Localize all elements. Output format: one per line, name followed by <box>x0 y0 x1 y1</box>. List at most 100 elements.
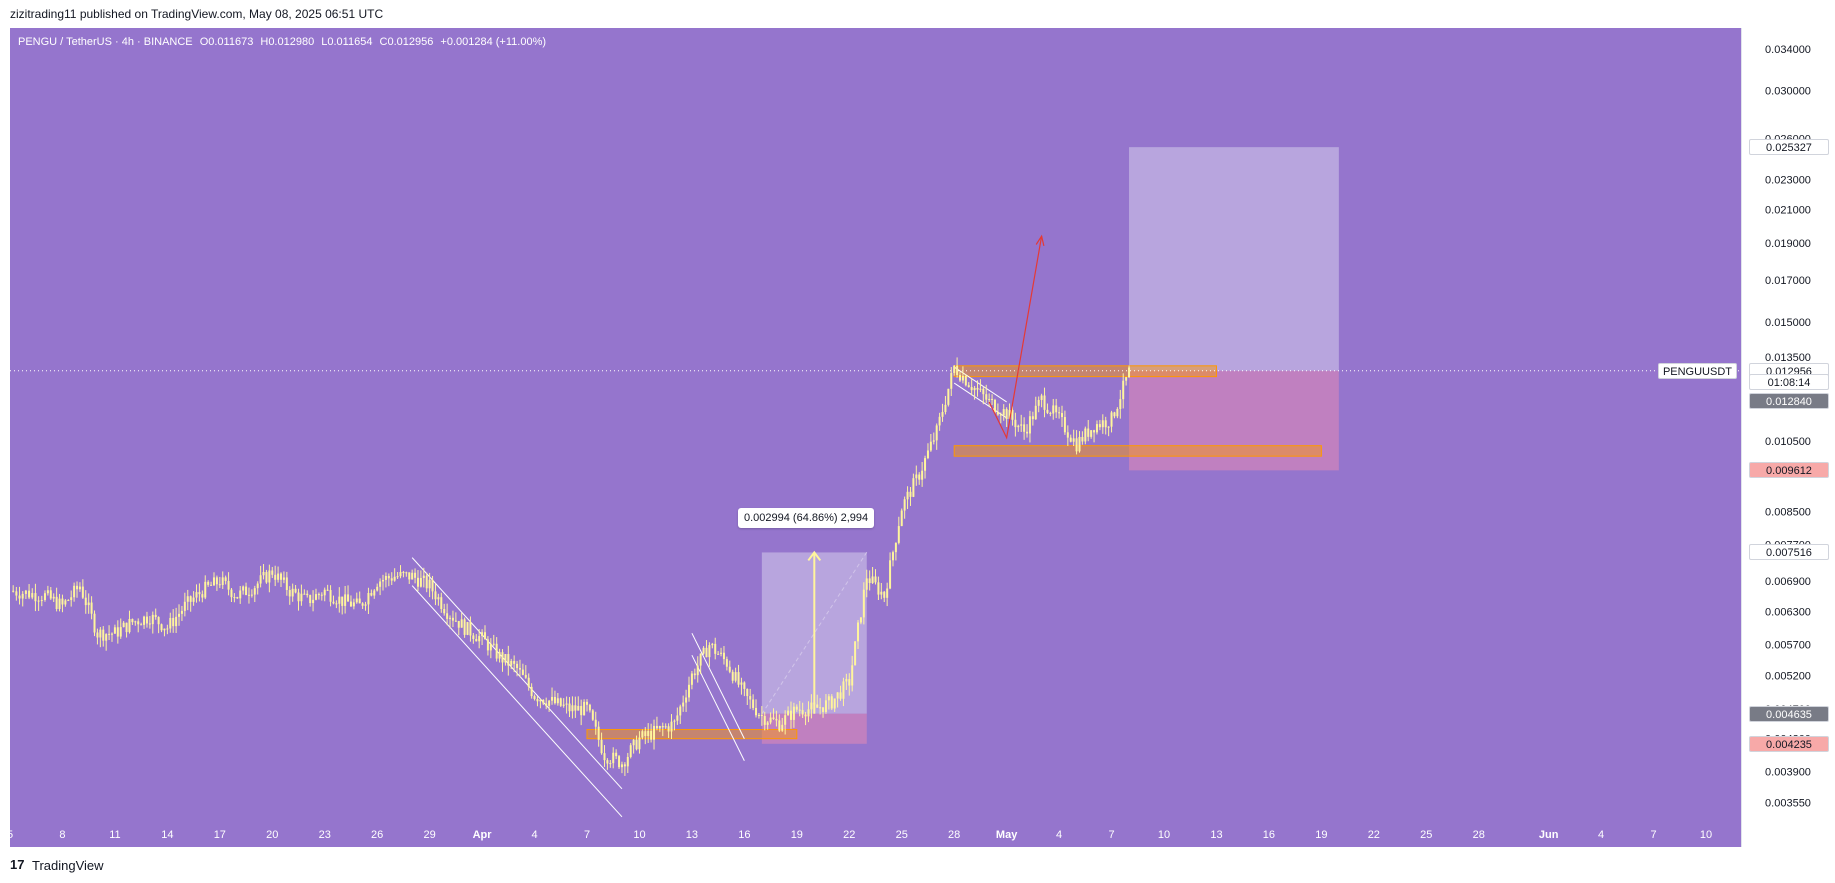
candle-body <box>999 414 1002 416</box>
candle-body <box>883 591 886 598</box>
candle-body <box>137 621 140 625</box>
ohlc-low: L0.011654 <box>321 36 373 48</box>
candle-body <box>533 696 536 700</box>
candle-body <box>699 653 702 666</box>
candle-body <box>416 577 419 587</box>
footer: 17 TradingView <box>0 847 1835 883</box>
candle-body <box>210 584 213 586</box>
candle-body <box>1125 377 1128 381</box>
candle-body <box>1014 419 1017 428</box>
publish-info: zizitrading11 published on TradingView.c… <box>10 7 384 21</box>
candle-body <box>644 731 647 737</box>
candle-body <box>827 696 830 701</box>
candle-body <box>510 660 513 666</box>
candle-body <box>789 710 792 720</box>
candle-body <box>495 643 498 659</box>
measure-label[interactable]: 0.002994 (64.86%) 2,994 <box>738 508 875 528</box>
candle-body <box>720 652 723 654</box>
candle-body <box>376 586 379 591</box>
time-tick-label: 26 <box>371 829 383 841</box>
candle-body <box>186 596 189 602</box>
candle-body <box>239 590 242 599</box>
candle-body <box>734 672 737 681</box>
candle-body <box>262 571 265 576</box>
candle-body <box>833 698 836 709</box>
candle-body <box>31 593 34 598</box>
candle-body <box>224 577 227 581</box>
candle-body <box>824 700 827 712</box>
candle-body <box>947 388 950 405</box>
candle-body <box>1002 409 1005 416</box>
candle-body <box>454 620 457 622</box>
candle-body <box>1087 428 1090 437</box>
candle-body <box>798 709 801 711</box>
chart-area[interactable]: PENGU / TetherUS · 4h · BINANCE O0.01167… <box>10 28 1741 847</box>
candle-body <box>1116 408 1119 417</box>
candle-body <box>1069 437 1072 442</box>
candle-body <box>600 739 603 754</box>
candle-body <box>801 710 804 715</box>
price-tick-label: 0.021000 <box>1765 205 1811 217</box>
candle-body <box>865 578 868 590</box>
candle-body <box>976 387 979 390</box>
candle-body <box>1081 436 1084 442</box>
candle-body <box>253 588 256 595</box>
candle-body <box>24 590 27 594</box>
red-arrow <box>988 235 1043 440</box>
candle-body <box>932 440 935 442</box>
candle-body <box>900 510 903 527</box>
candle-body <box>1008 410 1011 420</box>
candle-body <box>553 696 556 704</box>
candle-body <box>172 617 175 627</box>
candle-body <box>414 572 417 578</box>
time-tick-label: 4 <box>1056 829 1062 841</box>
candle-body <box>498 652 501 659</box>
candle-body <box>1046 409 1049 413</box>
candle-body <box>169 617 172 629</box>
symbol-name[interactable]: PENGU / TetherUS · 4h · BINANCE <box>18 36 193 48</box>
candle-body <box>125 622 128 633</box>
candle-body <box>795 706 798 710</box>
candle-body <box>300 593 303 602</box>
time-axis[interactable]: 5 8 11 14 17 20 23 26 29 Apr 4 7 10 13 16 19 22 25 28 May 4 7… <box>10 822 1741 847</box>
candle-body <box>722 652 725 660</box>
candle-body <box>725 659 728 667</box>
candle-body <box>198 592 201 595</box>
price-tick-label: 0.013500 <box>1765 352 1811 364</box>
time-tick-label: 16 <box>1263 829 1275 841</box>
time-tick-label: 16 <box>738 829 750 841</box>
candle-body <box>880 591 883 595</box>
candle-body <box>1037 400 1040 406</box>
candle-body <box>714 643 717 654</box>
candle-body <box>641 731 644 738</box>
candle-body <box>1107 426 1110 428</box>
candle-body <box>338 596 341 604</box>
candle-body <box>1043 395 1046 410</box>
candle-body <box>862 589 865 618</box>
candle-body <box>588 704 591 711</box>
time-tick-label: 13 <box>1210 829 1222 841</box>
candle-body <box>993 399 996 413</box>
candle-body <box>52 596 55 599</box>
candle-body <box>886 588 889 598</box>
price-badge: 0.012840 <box>1749 392 1829 409</box>
candle-body <box>661 725 664 728</box>
candle-body <box>166 628 169 630</box>
candle-body <box>18 595 21 599</box>
time-tick-label: 8 <box>59 829 65 841</box>
candle-body <box>1011 410 1014 420</box>
candle-body <box>629 745 632 757</box>
candle-body <box>122 622 125 628</box>
candle-body <box>271 570 274 575</box>
candle-body <box>492 643 495 645</box>
time-tick-label: 17 <box>214 829 226 841</box>
candle-body <box>731 671 734 681</box>
candle-body <box>113 627 116 634</box>
candle-body <box>912 478 915 497</box>
candle-body <box>705 647 708 658</box>
candle-body <box>667 726 670 732</box>
channel-line <box>691 654 745 761</box>
candle-body <box>749 696 752 700</box>
candle-body <box>405 572 408 574</box>
price-chart[interactable] <box>10 28 1741 847</box>
